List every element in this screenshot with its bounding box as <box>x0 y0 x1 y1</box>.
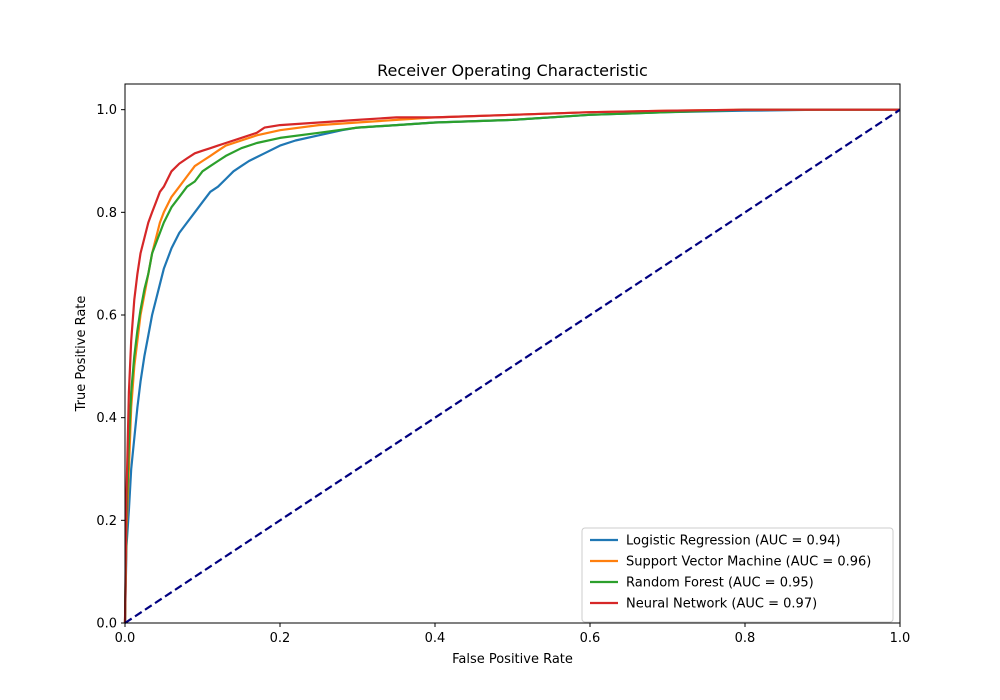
y-tick-label: 0.4 <box>96 411 117 426</box>
x-axis: 0.0 0.2 0.4 0.6 0.8 1.0 <box>115 623 911 646</box>
x-tick-label: 0.6 <box>580 631 601 646</box>
chance-diagonal-line <box>124 108 901 624</box>
legend-label: Neural Network (AUC = 0.97) <box>626 597 817 612</box>
roc-curve-line <box>123 108 900 624</box>
x-tick-label: 0.8 <box>735 631 756 646</box>
y-tick-label: 0.6 <box>96 309 117 324</box>
legend: Logistic Regression (AUC = 0.94) Support … <box>581 527 894 623</box>
x-tick-label: 0.0 <box>115 631 136 646</box>
x-tick-label: 0.4 <box>425 631 446 646</box>
plot-frame <box>124 83 901 624</box>
plot-area <box>123 108 901 624</box>
y-tick-label: 0.8 <box>96 206 117 221</box>
x-axis-label: False Positive Rate <box>452 652 573 667</box>
y-axis-label: True Positive Rate <box>74 296 89 413</box>
chart-title: Receiver Operating Characteristic <box>377 61 648 80</box>
legend-box <box>581 527 894 623</box>
legend-label: Random Forest (AUC = 0.95) <box>626 576 814 591</box>
roc-curve-line <box>123 108 900 624</box>
y-axis: 0.0 0.2 0.4 0.6 0.8 1.0 <box>96 103 125 632</box>
legend-label: Support Vector Machine (AUC = 0.96) <box>626 555 871 570</box>
x-tick-label: 0.2 <box>270 631 291 646</box>
x-tick-label: 1.0 <box>890 631 911 646</box>
y-tick-label: 0.0 <box>96 617 117 632</box>
y-tick-label: 0.2 <box>96 514 117 529</box>
y-tick-label: 1.0 <box>96 103 117 118</box>
legend-label: Logistic Regression (AUC = 0.94) <box>626 534 841 549</box>
